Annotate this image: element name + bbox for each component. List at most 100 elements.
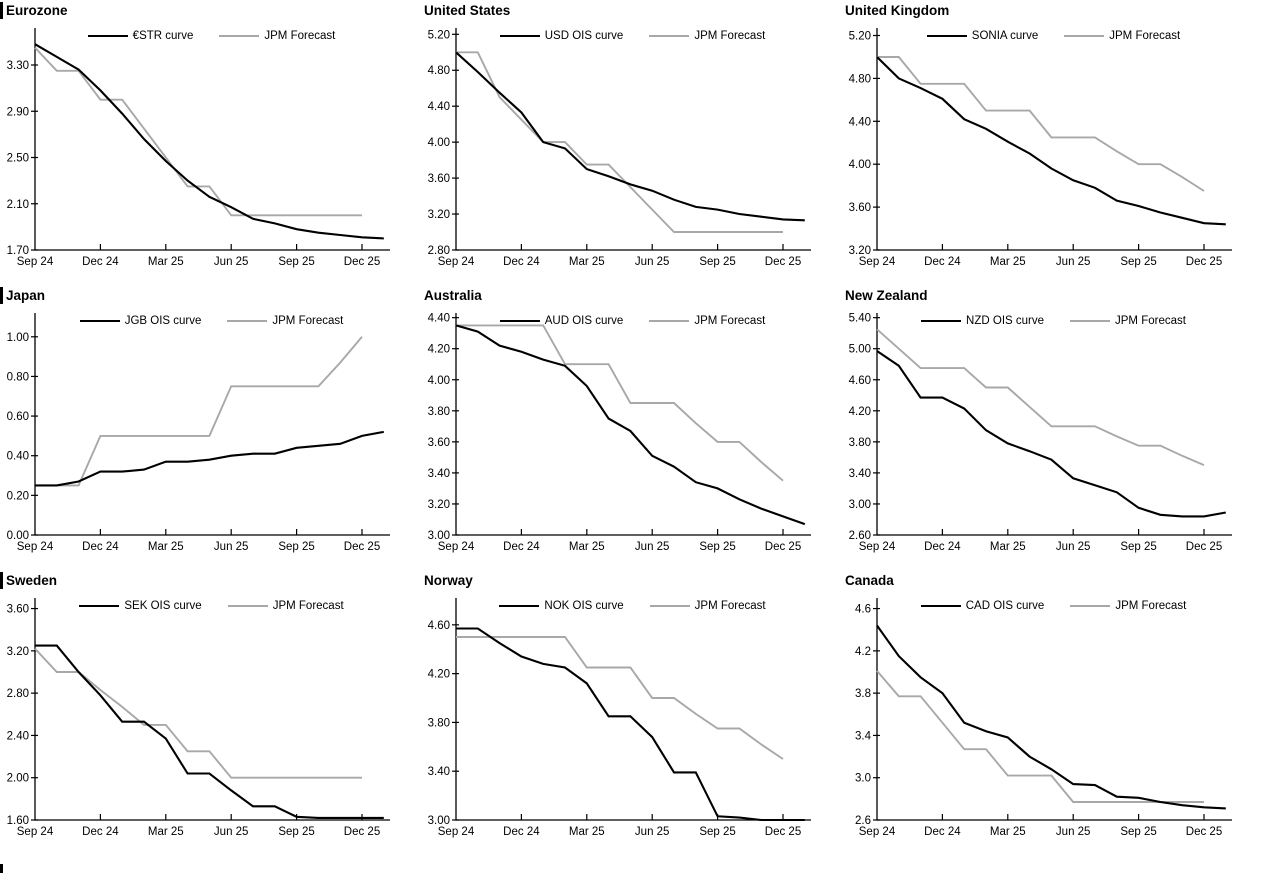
x-tick-label: Sep 25 [278,541,314,553]
y-tick-label: 4.80 [849,73,871,85]
y-tick-label: 3.60 [7,604,29,616]
y-tick-label: 2.90 [7,106,29,118]
y-tick-label: 3.30 [7,60,29,72]
chart-canvas-canada: 2.6 3.0 3.4 3.8 4.2 4.6 Sep 24 Dec 24 Mar 25 Jun … [855,598,1232,838]
y-tick-label: 3.00 [428,815,450,827]
x-tick-label: Sep 24 [859,541,896,553]
series-line-curve [455,324,806,526]
panel-header: Canada [842,571,894,589]
chart-canvas-united-states: 2.80 3.20 3.60 4.00 4.40 4.80 5.20 Sep 24 Dec 24… [428,28,811,268]
chart-canvas-new-zealand: 2.60 3.00 3.40 3.80 4.20 4.60 5.00 5.40 Sep 24 De… [849,313,1232,553]
x-tick-label: Mar 25 [990,256,1026,268]
chart-panel-norway: 3.00 3.40 3.80 4.20 4.60 Sep 24 Dec 24 Mar 25 Ju… [421,570,842,873]
axis-lines [455,598,811,821]
x-tick-label: Jun 25 [635,826,670,838]
x-tick-label: Dec 24 [82,541,119,553]
x-tick-label: Dec 25 [344,541,380,553]
x-tick-label: Sep 25 [699,826,735,838]
series-line-curve [876,56,1226,226]
series-line-forecast [456,324,784,482]
x-tick-label: Sep 24 [438,826,475,838]
y-tick-label: 2.40 [7,730,29,742]
x-tick-label: Sep 24 [859,826,896,838]
series-line-curve [455,51,805,222]
x-tick-label: Jun 25 [1056,256,1091,268]
x-tick-label: Mar 25 [148,541,184,553]
y-tick-label: 3.20 [428,209,450,221]
section-bar-icon [0,571,3,589]
series-line-curve [456,627,805,822]
section-bar-icon [0,1,3,19]
x-tick-label: Dec 25 [344,256,380,268]
panel-header: United Kingdom [842,1,949,19]
y-tick-label: 2.60 [849,530,871,542]
y-tick-label: 1.70 [7,245,29,257]
x-tick-label: Dec 24 [924,256,961,268]
y-tick-label: 3.20 [428,499,450,511]
y-tick-label: 1.00 [7,332,29,344]
chart-canvas-sweden: 1.60 2.00 2.40 2.80 3.20 3.60 Sep 24 Dec 24 Mar … [7,598,390,838]
x-tick-label: Sep 24 [17,541,54,553]
panel-header: Australia [421,286,482,304]
panel-header: Sweden [0,571,57,589]
y-tick-label: 5.20 [849,31,871,43]
x-tick-label: Sep 25 [699,541,735,553]
series-line-forecast [34,648,362,779]
y-tick-label: 3.80 [428,406,450,418]
y-tick-label: 3.40 [428,766,450,778]
y-tick-label: 2.6 [855,815,871,827]
y-tick-label: 3.80 [428,717,450,729]
x-tick-label: Sep 25 [278,256,314,268]
chart-canvas-norway: 3.00 3.40 3.80 4.20 4.60 Sep 24 Dec 24 Mar 25 Ju… [428,598,811,838]
panel-header: Eurozone [0,1,68,19]
chart-panel-eurozone: 1.70 2.10 2.50 2.90 3.30 Sep 24 Dec 24 Mar 25 Ju… [0,0,421,285]
series-line-forecast [34,47,362,217]
y-tick-label: 2.80 [428,245,450,257]
y-tick-label: 3.40 [849,468,871,480]
x-tick-label: Sep 24 [438,256,475,268]
series-line-curve [35,644,384,819]
x-tick-label: Sep 25 [1120,256,1156,268]
axis-lines [455,313,811,536]
x-tick-label: Dec 24 [503,256,540,268]
chart-title: Sweden [6,572,58,588]
y-tick-label: 4.40 [428,313,450,325]
x-tick-label: Sep 25 [278,826,314,838]
y-tick-label: 3.20 [7,646,29,658]
y-tick-label: 0.40 [7,451,29,463]
series-line-forecast [456,636,784,760]
y-tick-label: 4.20 [849,406,871,418]
series-line-curve [34,43,384,240]
panel-header: United States [421,1,510,19]
series-line-forecast [876,328,1205,466]
series-line-curve [876,350,1226,518]
x-tick-label: Sep 24 [859,256,896,268]
x-tick-label: Mar 25 [569,541,605,553]
chart-canvas-eurozone: 1.70 2.10 2.50 2.90 3.30 Sep 24 Dec 24 Mar 25 Ju… [7,28,390,268]
y-tick-label: 2.10 [7,199,29,211]
y-tick-label: 0.60 [7,411,29,423]
y-tick-label: 3.4 [855,730,872,742]
chart-panel-australia: 3.00 3.20 3.40 3.60 3.80 4.00 4.20 4.40 Sep 24 De… [421,285,842,570]
x-tick-label: Jun 25 [214,256,249,268]
x-tick-label: Mar 25 [569,256,605,268]
y-tick-label: 5.40 [849,313,871,325]
x-tick-label: Sep 25 [1120,541,1156,553]
y-tick-label: 4.80 [428,65,450,77]
x-tick-label: Mar 25 [569,826,605,838]
x-tick-label: Dec 24 [82,256,119,268]
x-tick-label: Dec 25 [344,826,380,838]
y-tick-label: 4.60 [849,375,871,387]
y-tick-label: 3.80 [849,437,871,449]
x-tick-label: Dec 25 [1186,826,1222,838]
axis-lines [34,598,390,821]
series-line-curve [35,430,384,487]
y-tick-label: 4.40 [849,116,871,128]
y-tick-label: 4.6 [855,604,871,616]
y-tick-label: 0.80 [7,371,29,383]
y-tick-label: 4.20 [428,344,450,356]
axis-lines [34,313,390,536]
x-tick-label: Sep 24 [17,826,54,838]
y-tick-label: 3.0 [855,773,871,785]
